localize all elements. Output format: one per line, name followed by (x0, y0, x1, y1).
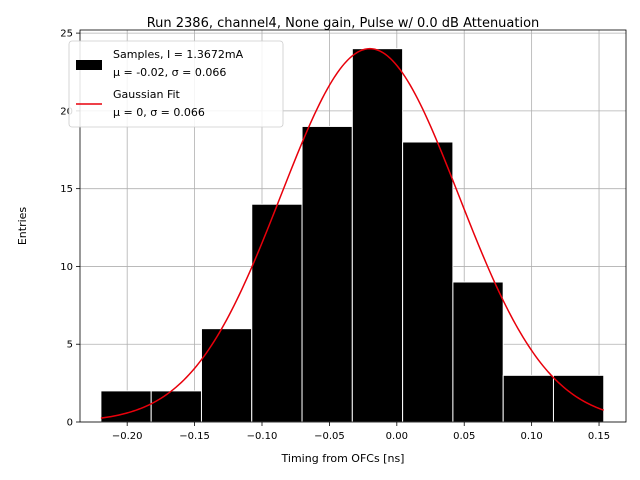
legend-samples-label: Samples, I = 1.3672mA (113, 48, 244, 61)
y-tick-label-3: 15 (60, 184, 73, 195)
plot-frame (79, 29, 627, 423)
histogram-bar-1 (150, 390, 202, 423)
legend-samples-stats: μ = -0.02, σ = 0.066 (113, 66, 226, 79)
x-tick-label-4: 0.00 (386, 431, 408, 442)
y-tick-label-1: 5 (67, 340, 73, 351)
y-tick-label-0: 0 (67, 418, 73, 429)
histogram-bar-4 (301, 125, 353, 423)
x-tick-label-5: 0.05 (453, 431, 475, 442)
histogram-bars (100, 48, 605, 423)
y-tick-label-5: 25 (60, 29, 73, 40)
y-tick-label-2: 10 (60, 262, 73, 273)
x-tick-label-7: 0.15 (588, 431, 610, 442)
y-axis-label: Entries (16, 207, 29, 246)
x-axis-label: Timing from OFCs [ns] (281, 452, 405, 465)
y-axis-ticks: 0 5 10 15 20 25 (60, 29, 80, 429)
histogram-bar-6 (402, 141, 454, 423)
gaussian-fit-curve (100, 47, 605, 419)
legend-samples-swatch (76, 60, 102, 70)
legend-fit-label: Gaussian Fit (113, 88, 181, 101)
x-tick-label-2: −0.10 (247, 431, 278, 442)
chart-title: Run 2386, channel4, None gain, Pulse w/ … (147, 16, 540, 31)
histogram-bar-3 (251, 203, 303, 423)
x-axis-ticks: −0.20 −0.15 −0.10 −0.05 0.00 0.05 0.10 0.15 (112, 422, 610, 442)
legend-frame (68, 40, 284, 128)
legend-fit-stats: μ = 0, σ = 0.066 (113, 106, 205, 119)
x-tick-label-3: −0.05 (314, 431, 345, 442)
x-tick-label-0: −0.20 (112, 431, 143, 442)
histogram-bar-7 (452, 281, 504, 423)
histogram-bar-5 (351, 48, 404, 423)
histogram-bar-8 (502, 374, 554, 423)
x-tick-label-1: −0.15 (179, 431, 210, 442)
histogram-bar-2 (200, 328, 253, 423)
legend: Samples, I = 1.3672mA μ = -0.02, σ = 0.0… (68, 40, 284, 128)
gaussian-fit (100, 47, 605, 419)
y-tick-label-4: 20 (60, 106, 73, 117)
x-tick-label-6: 0.10 (520, 431, 542, 442)
